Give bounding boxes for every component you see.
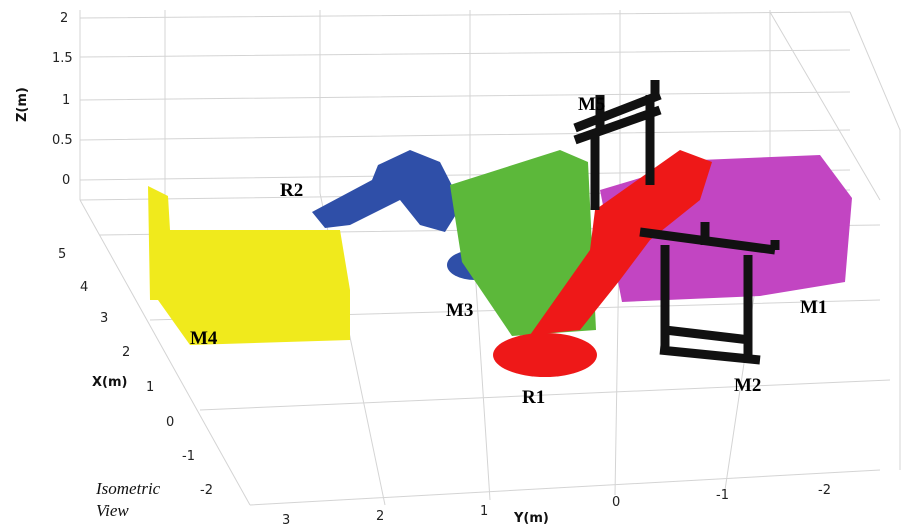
z-tick: 0.5 [52, 133, 73, 148]
label-m1: M1 [800, 297, 827, 318]
objects [148, 80, 852, 377]
z-axis-label: Z(m) [15, 87, 30, 122]
y-tick: 3 [282, 513, 290, 526]
x-tick: 2 [122, 345, 130, 360]
x-tick: -2 [200, 483, 213, 498]
z-tick: 2 [60, 11, 68, 26]
x-tick: 1 [146, 380, 154, 395]
label-m4: M4 [190, 328, 218, 349]
y-tick: 2 [376, 509, 384, 524]
label-r2: R2 [280, 180, 303, 201]
label-r1: R1 [522, 387, 545, 408]
x-tick: 0 [166, 415, 174, 430]
x-axis-label: X(m) [92, 375, 127, 390]
z-tick: 0 [62, 173, 70, 188]
x-tick: 3 [100, 311, 108, 326]
isometric-plot: 2 1.5 1 0.5 0 Z(m) 5 4 3 2 1 0 -1 -2 X(m… [0, 0, 908, 526]
y-axis-label: Y(m) [513, 511, 549, 526]
z-tick: 1 [62, 93, 70, 108]
x-tick: -1 [182, 449, 195, 464]
view-label: View [96, 501, 129, 520]
label-m5: M5 [578, 94, 605, 115]
x-tick: 4 [80, 280, 88, 295]
y-tick: 1 [480, 504, 488, 519]
y-tick: 0 [612, 495, 620, 510]
view-label: Isometric [95, 479, 161, 498]
x-tick: 5 [58, 247, 66, 262]
label-m3: M3 [446, 300, 473, 321]
label-m2: M2 [734, 375, 761, 396]
z-tick: 1.5 [52, 51, 73, 66]
y-tick: -1 [716, 488, 729, 503]
y-tick: -2 [818, 483, 831, 498]
